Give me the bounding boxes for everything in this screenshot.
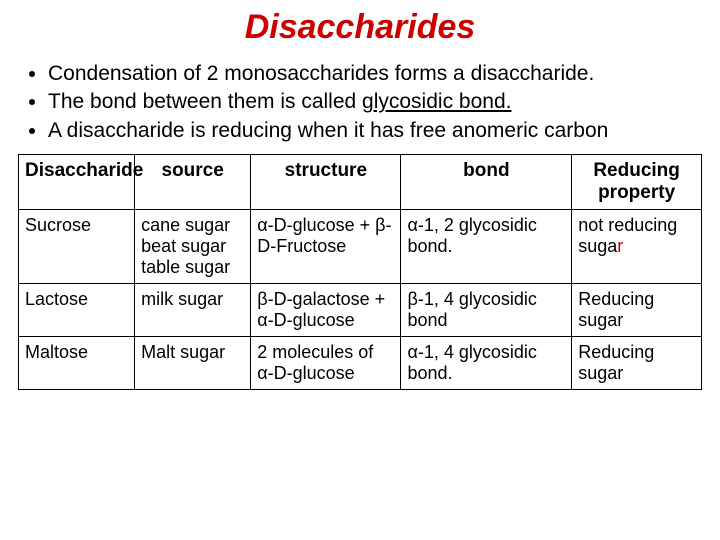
- table-row: Lactose milk sugar β-D-galactose + α-D-g…: [19, 283, 702, 336]
- header-reducing: Reducing property: [572, 154, 702, 209]
- cell-reducing: not reducing sugar: [572, 209, 702, 283]
- reducing-r: r: [617, 236, 623, 256]
- bullet-3: A disaccharide is reducing when it has f…: [48, 118, 702, 144]
- table-row: Sucrose cane sugar beat sugar table suga…: [19, 209, 702, 283]
- cell-bond: α-1, 2 glycosidic bond.: [401, 209, 572, 283]
- cell-structure: α-D-glucose + β-D-Fructose: [251, 209, 401, 283]
- header-source: source: [135, 154, 251, 209]
- bullet-list: Condensation of 2 monosaccharides forms …: [18, 61, 702, 144]
- table-header-row: Disaccharide source structure bond Reduc…: [19, 154, 702, 209]
- bullet-1: Condensation of 2 monosaccharides forms …: [48, 61, 702, 87]
- cell-name: Maltose: [19, 336, 135, 389]
- cell-reducing: Reducing sugar: [572, 336, 702, 389]
- slide-title: Disaccharides: [18, 8, 702, 47]
- reducing-text: Reducing sugar: [578, 289, 654, 330]
- cell-structure: 2 molecules of α-D-glucose: [251, 336, 401, 389]
- cell-name: Sucrose: [19, 209, 135, 283]
- cell-source: Malt sugar: [135, 336, 251, 389]
- bullet-2-text: The bond between them is called: [48, 90, 362, 113]
- cell-structure: β-D-galactose + α-D-glucose: [251, 283, 401, 336]
- cell-bond: α-1, 4 glycosidic bond.: [401, 336, 572, 389]
- table-row: Maltose Malt sugar 2 molecules of α-D-gl…: [19, 336, 702, 389]
- cell-source: milk sugar: [135, 283, 251, 336]
- header-bond: bond: [401, 154, 572, 209]
- bullet-2: The bond between them is called glycosid…: [48, 89, 702, 115]
- header-disaccharide: Disaccharide: [19, 154, 135, 209]
- slide-container: Disaccharides Condensation of 2 monosacc…: [0, 0, 720, 540]
- reducing-text: not reducing suga: [578, 215, 677, 256]
- cell-name: Lactose: [19, 283, 135, 336]
- reducing-text: Reducing sugar: [578, 342, 654, 383]
- header-structure: structure: [251, 154, 401, 209]
- cell-source: cane sugar beat sugar table sugar: [135, 209, 251, 283]
- bullet-2-underline: glycosidic bond.: [362, 90, 511, 113]
- cell-bond: β-1, 4 glycosidic bond: [401, 283, 572, 336]
- disaccharide-table: Disaccharide source structure bond Reduc…: [18, 154, 702, 390]
- cell-reducing: Reducing sugar: [572, 283, 702, 336]
